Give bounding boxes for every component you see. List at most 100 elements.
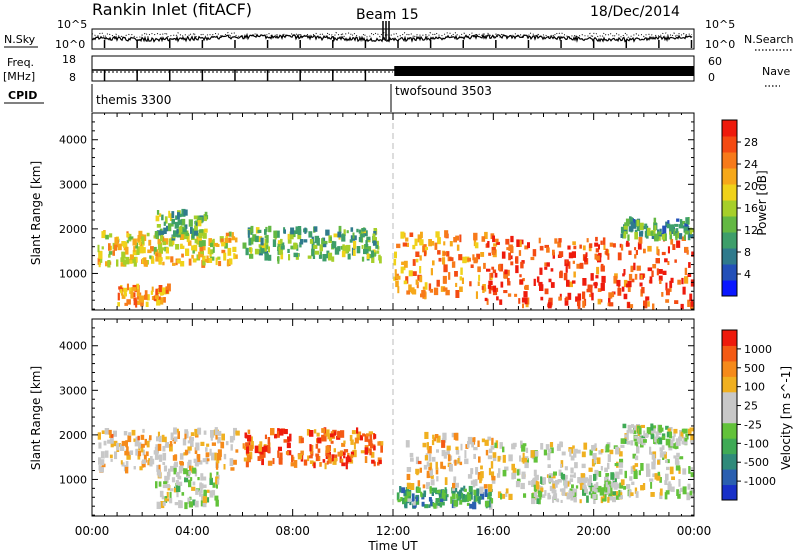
heatmap-cell-2	[373, 461, 376, 467]
heatmap-cell-6	[541, 494, 546, 498]
heatmap-cell-2	[291, 454, 294, 463]
heatmap-cell-3	[468, 485, 473, 493]
heatmap-cell-2	[326, 460, 329, 465]
heatmap-cell-0	[211, 442, 216, 446]
nsearch-tick-low: 10^0	[705, 38, 735, 51]
heatmap-cell-3	[268, 246, 270, 253]
heatmap-cell-6	[632, 220, 637, 229]
heatmap-cell-2	[300, 437, 304, 444]
heatmap-cell-0	[191, 245, 195, 251]
heatmap-cell-2	[257, 456, 261, 461]
heatmap-cell-6	[620, 233, 623, 238]
heatmap-cell-2	[333, 448, 336, 453]
heatmap-cell-5	[643, 300, 648, 309]
heatmap-cell-3	[429, 486, 432, 494]
heatmap-cell-5	[550, 447, 554, 454]
heatmap-cell-6	[647, 227, 651, 236]
heatmap-cell-5	[533, 469, 537, 476]
heatmap-cell-7	[650, 434, 655, 440]
heatmap-cell-0	[210, 430, 215, 438]
heatmap-cell-5	[670, 277, 674, 283]
heatmap-cell-0	[153, 246, 157, 255]
heatmap-cell-5	[548, 278, 552, 283]
heatmap-cell-0	[174, 454, 178, 460]
heatmap-cell-5	[557, 241, 562, 248]
heatmap-cell-4	[491, 475, 496, 481]
heatmap-cell-1	[199, 483, 204, 489]
heatmap-cell-1	[186, 470, 190, 476]
heatmap-cell-0	[143, 260, 148, 267]
heatmap-cell-4	[465, 444, 469, 449]
heatmap-cell-3	[404, 495, 409, 502]
heatmap-cell-4	[440, 461, 444, 469]
heatmap-cell-1	[206, 497, 210, 503]
heatmap-cell-5	[647, 267, 653, 272]
heatmap-cell-5	[682, 286, 686, 295]
heatmap-cell-5	[619, 243, 622, 248]
heatmap-cell-5	[572, 445, 575, 449]
heatmap-cell-1	[200, 500, 204, 507]
heatmap-cell-1	[140, 295, 144, 303]
heatmap-cell-2	[343, 451, 346, 456]
heatmap-cell-4	[436, 476, 439, 482]
heatmap-cell-5	[563, 272, 568, 281]
heatmap-cell-0	[150, 255, 154, 260]
heatmap-cell-7	[626, 440, 631, 445]
heatmap-cell-2	[247, 434, 252, 442]
heatmap-cell-7	[633, 427, 637, 435]
heatmap-cell-0	[164, 444, 169, 448]
heatmap-cell-5	[595, 236, 598, 242]
heatmap-cell-2	[316, 432, 320, 437]
heatmap-cell-4	[443, 287, 448, 291]
heatmap-cell-0	[99, 467, 104, 473]
heatmap-cell-4	[422, 286, 426, 290]
heatmap-cell-0	[158, 464, 161, 473]
heatmap-cell-0	[233, 253, 236, 260]
heatmap-cell-0	[162, 445, 166, 452]
heatmap-cell-6	[572, 488, 575, 496]
heatmap-cell-5	[539, 267, 543, 275]
heatmap-cell-1	[195, 489, 199, 495]
heatmap-cell-3	[264, 245, 267, 252]
heatmap-cell-5	[540, 443, 544, 450]
heatmap-cell-5	[627, 280, 632, 288]
heatmap-cell-0	[157, 242, 163, 250]
heatmap-cell-6	[612, 491, 616, 496]
heatmap-cell-2	[159, 213, 162, 217]
heatmap-cell-0	[190, 466, 194, 473]
heatmap-cell-0	[100, 451, 105, 459]
heatmap-cell-1	[165, 286, 169, 290]
colorbar-tick-label: 16	[744, 202, 758, 215]
heatmap-cell-5	[550, 268, 554, 272]
heatmap-cell-3	[464, 494, 467, 500]
heatmap-cell-0	[146, 232, 150, 237]
heatmap-cell-5	[525, 301, 529, 308]
heatmap-cell-0	[109, 454, 113, 459]
heatmap-cell-0	[103, 440, 107, 446]
heatmap-cell-4	[488, 448, 493, 454]
heatmap-cell-4	[436, 435, 441, 443]
heatmap-cell-7	[683, 441, 688, 445]
heatmap-cell-4	[490, 445, 495, 450]
heatmap-cell-1	[120, 291, 124, 296]
heatmap-cell-5	[507, 278, 510, 282]
heatmap-cell-0	[155, 256, 159, 262]
heatmap-cell-4	[430, 475, 434, 479]
heatmap-cell-0	[199, 460, 203, 465]
colorbar-segment	[722, 391, 737, 408]
heatmap-cell-5	[596, 489, 601, 493]
heatmap-cell-2	[300, 450, 304, 456]
heatmap-cell-5	[544, 490, 547, 496]
heatmap-cell-2	[261, 457, 264, 466]
heatmap-cell-5	[607, 454, 611, 462]
heatmap-cell-0	[142, 428, 145, 433]
heatmap-cell-2	[370, 451, 375, 458]
heatmap-cell-3	[454, 487, 458, 493]
heatmap-cell-0	[126, 240, 129, 244]
heatmap-cell-6	[536, 474, 539, 481]
heatmap-cell-1	[216, 482, 218, 489]
heatmap-cell-5	[687, 299, 690, 307]
heatmap-cell-2	[373, 434, 377, 439]
heatmap-cell-4	[443, 451, 447, 459]
heatmap-cell-5	[510, 261, 514, 266]
